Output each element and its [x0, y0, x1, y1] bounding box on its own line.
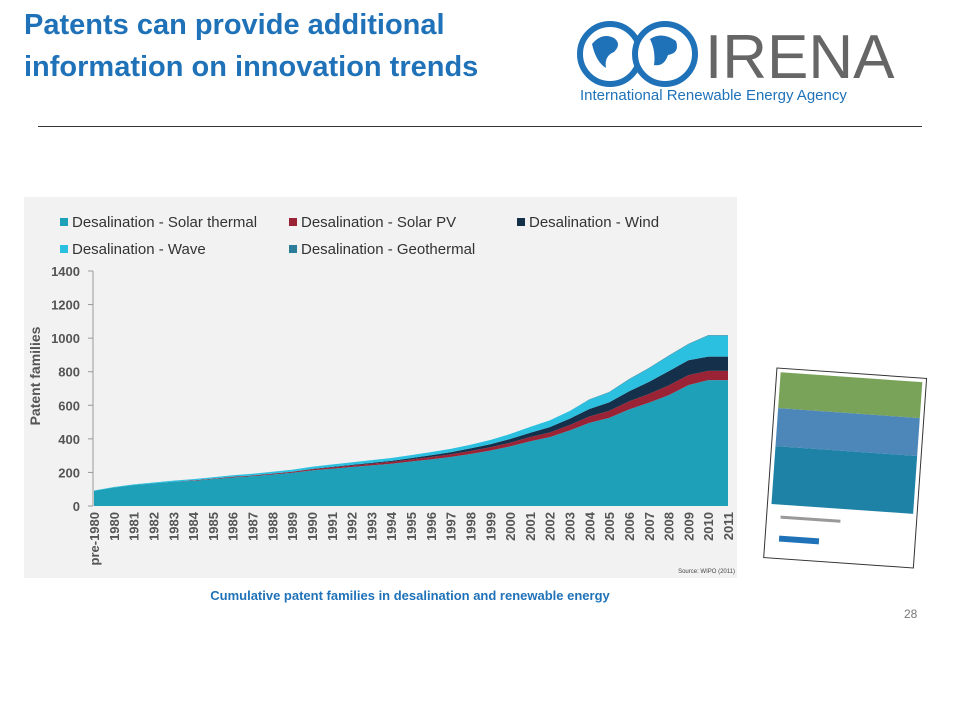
logo: IRENA International Renewable Energy Age…	[577, 21, 895, 104]
x-tick-label: 1995	[404, 512, 419, 541]
x-tick-label: pre-1980	[87, 512, 102, 565]
x-tick-label: 1981	[127, 512, 142, 541]
x-tick-label: 2011	[721, 512, 736, 540]
legend-label: Desalination - Solar PV	[301, 214, 456, 231]
x-tick-label: 1986	[226, 512, 241, 541]
x-tick-label: 2009	[681, 512, 696, 541]
legend-swatch	[60, 245, 68, 253]
legend-swatch	[60, 218, 68, 226]
x-tick-label: 2006	[622, 512, 637, 541]
logo-name: IRENA	[705, 23, 895, 92]
cover-photo	[778, 372, 923, 419]
legend-label: Desalination - Geothermal	[301, 241, 475, 258]
x-tick-label: 2003	[563, 512, 578, 541]
y-axis-label: Patent families	[27, 326, 43, 425]
y-tick-label: 1200	[51, 298, 80, 313]
x-tick-label: 1984	[186, 511, 201, 541]
x-tick-label: 2001	[523, 512, 538, 541]
logo-continents	[592, 35, 677, 68]
source-note: Source: WIPO (2011)	[678, 569, 735, 575]
legend-label: Desalination - Solar thermal	[72, 214, 257, 231]
x-tick-label: 2010	[701, 512, 716, 541]
cover-band	[771, 446, 918, 514]
x-tick-label: 2005	[602, 512, 617, 541]
legend-label: Desalination - Wave	[72, 241, 206, 258]
y-tick-label: 400	[58, 432, 80, 447]
x-tick-label: 1980	[107, 512, 122, 541]
y-tick-label: 0	[73, 499, 80, 514]
title-rule	[38, 126, 922, 127]
x-tick-label: 2000	[503, 512, 518, 541]
logo-tagline: International Renewable Energy Agency	[580, 87, 847, 104]
x-tick-label: 1992	[345, 512, 360, 541]
legend-label: Desalination - Wind	[529, 214, 659, 231]
x-tick-label: 1994	[384, 511, 399, 541]
report-cover	[763, 367, 928, 569]
x-tick-label: 2007	[642, 512, 657, 541]
y-tick-label: 800	[58, 365, 80, 380]
x-tick-label: 1998	[463, 512, 478, 541]
x-tick-label: 1997	[444, 512, 459, 541]
x-tick-label: 1993	[364, 512, 379, 541]
page-number: 28	[904, 607, 918, 621]
cover-photo	[775, 408, 920, 456]
y-tick-label: 1000	[51, 331, 80, 346]
slide-title: Patents can provide additional informati…	[24, 9, 479, 83]
legend-swatch	[517, 218, 525, 226]
x-tick-label: 2008	[662, 512, 677, 541]
x-tick-label: 2002	[543, 512, 558, 541]
x-tick-label: 1990	[305, 512, 320, 541]
cover-logo	[778, 535, 820, 545]
y-tick-label: 1400	[51, 264, 80, 279]
caption: Cumulative patent families in desalinati…	[210, 588, 610, 603]
legend-swatch	[289, 218, 297, 226]
x-tick-label: 1987	[246, 512, 261, 541]
x-tick-label: 1989	[285, 512, 300, 541]
x-tick-label: 1996	[424, 512, 439, 541]
cover-line	[780, 515, 841, 523]
y-tick-label: 200	[58, 465, 80, 480]
x-tick-label: 1988	[265, 512, 280, 541]
x-tick-label: 1983	[166, 512, 181, 541]
x-tick-label: 1985	[206, 512, 221, 541]
x-tick-label: 1999	[483, 512, 498, 541]
x-tick-label: 1982	[146, 512, 161, 541]
x-tick-label: 2004	[582, 511, 597, 541]
legend-swatch	[289, 245, 297, 253]
area	[94, 380, 728, 506]
y-tick-label: 600	[58, 398, 80, 413]
x-tick-label: 1991	[325, 512, 340, 541]
